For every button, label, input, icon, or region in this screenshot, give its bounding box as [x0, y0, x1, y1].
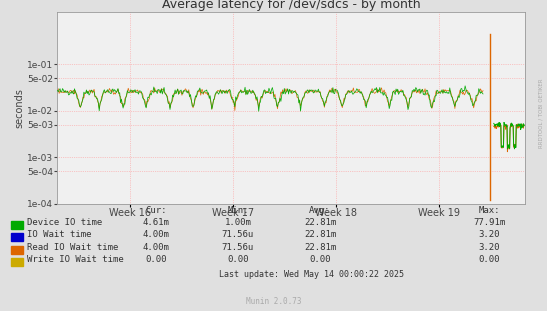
Text: 71.56u: 71.56u: [222, 230, 254, 239]
Text: 4.61m: 4.61m: [142, 218, 170, 227]
Text: 0.00: 0.00: [479, 255, 501, 264]
Text: 0.00: 0.00: [145, 255, 167, 264]
Text: 22.81m: 22.81m: [304, 218, 336, 227]
Text: Cur:: Cur:: [145, 206, 167, 215]
Text: 77.91m: 77.91m: [474, 218, 505, 227]
Title: Average latency for /dev/sdcs - by month: Average latency for /dev/sdcs - by month: [162, 0, 421, 11]
Text: Read IO Wait time: Read IO Wait time: [27, 243, 119, 252]
Text: Max:: Max:: [479, 206, 501, 215]
Text: Device IO time: Device IO time: [27, 218, 103, 227]
Text: 3.20: 3.20: [479, 243, 501, 252]
Text: 4.00m: 4.00m: [142, 230, 170, 239]
Text: 0.00: 0.00: [309, 255, 331, 264]
Text: 71.56u: 71.56u: [222, 243, 254, 252]
Text: 22.81m: 22.81m: [304, 230, 336, 239]
Text: 4.00m: 4.00m: [142, 243, 170, 252]
Text: RRDTOOL / TOBI OETIKER: RRDTOOL / TOBI OETIKER: [538, 79, 543, 148]
Text: 3.20: 3.20: [479, 230, 501, 239]
Text: Min:: Min:: [227, 206, 249, 215]
Text: Avg:: Avg:: [309, 206, 331, 215]
Text: 22.81m: 22.81m: [304, 243, 336, 252]
Text: IO Wait time: IO Wait time: [27, 230, 92, 239]
Text: Last update: Wed May 14 00:00:22 2025: Last update: Wed May 14 00:00:22 2025: [219, 270, 404, 279]
Text: 0.00: 0.00: [227, 255, 249, 264]
Text: Write IO Wait time: Write IO Wait time: [27, 255, 124, 264]
Text: Munin 2.0.73: Munin 2.0.73: [246, 297, 301, 306]
Text: 1.00m: 1.00m: [224, 218, 252, 227]
Y-axis label: seconds: seconds: [14, 88, 25, 128]
